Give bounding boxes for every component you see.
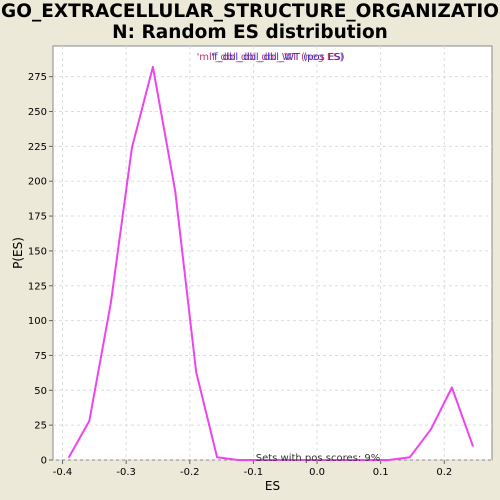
legend-entry-1: 'f_dbl_dbl_dbl_WT (pos ES) [211,52,344,63]
x-tick-label: 0.0 [309,467,325,478]
x-axis-label: ES [265,479,280,493]
y-tick-label: 25 [34,421,47,432]
data-point [174,190,176,192]
chart-title-line1: GO_EXTRACELLULAR_STRUCTURE_ORGANIZATIO [1,1,499,22]
axes: 0 25 50 75 100 125 150 175 200 225 250 275 -0.4 -0.3 -… [28,72,452,478]
data-point [472,445,474,447]
data-point [68,456,70,459]
data-point [152,66,154,68]
pos-scores-annotation: Sets with pos scores: 9% [256,453,381,464]
y-tick-label: 275 [28,72,47,83]
y-axis-label: P(ES) [11,237,25,269]
y-tick-label: 200 [28,177,47,188]
data-point [88,420,91,422]
legend: 'mlf_dbl_dbl_dbl_WT (neg ES)'f_dbl_dbl_d… [197,52,345,63]
data-point [451,386,453,389]
x-tick-label: -0.4 [53,467,73,478]
data-point [195,371,197,373]
legend-entry-0: 'mlf_dbl_dbl_dbl_WT (neg ES) [197,52,344,63]
y-tick-label: 75 [34,351,47,362]
y-tick-label: 225 [28,142,47,153]
chart-title-line2: N: Random ES distribution [112,22,388,43]
y-tick-label: 0 [41,456,47,467]
y-tick-label: 125 [28,281,47,292]
data-point [216,456,218,459]
data-point [110,301,112,304]
data-point [388,459,390,461]
series-layer [68,65,474,461]
y-tick-label: 50 [34,386,47,397]
x-tick-label: 0.2 [436,467,452,478]
data-point [409,456,411,459]
x-tick-label: -0.2 [180,467,200,478]
x-tick-label: -0.1 [244,467,264,478]
data-point [237,459,239,461]
y-tick-label: 175 [28,212,47,223]
chart-title: GO_EXTRACELLULAR_STRUCTURE_ORGANIZATIO N… [0,1,500,43]
data-point [430,428,432,431]
data-point [367,459,369,461]
plot-area [52,45,493,461]
grid-lines [53,46,492,461]
y-tick-label: 150 [28,246,47,257]
y-tick-label: 250 [28,107,47,118]
data-point [131,146,133,149]
x-tick-label: -0.3 [116,467,136,478]
y-tick-label: 100 [28,316,47,327]
x-tick-label: 0.1 [373,467,389,478]
